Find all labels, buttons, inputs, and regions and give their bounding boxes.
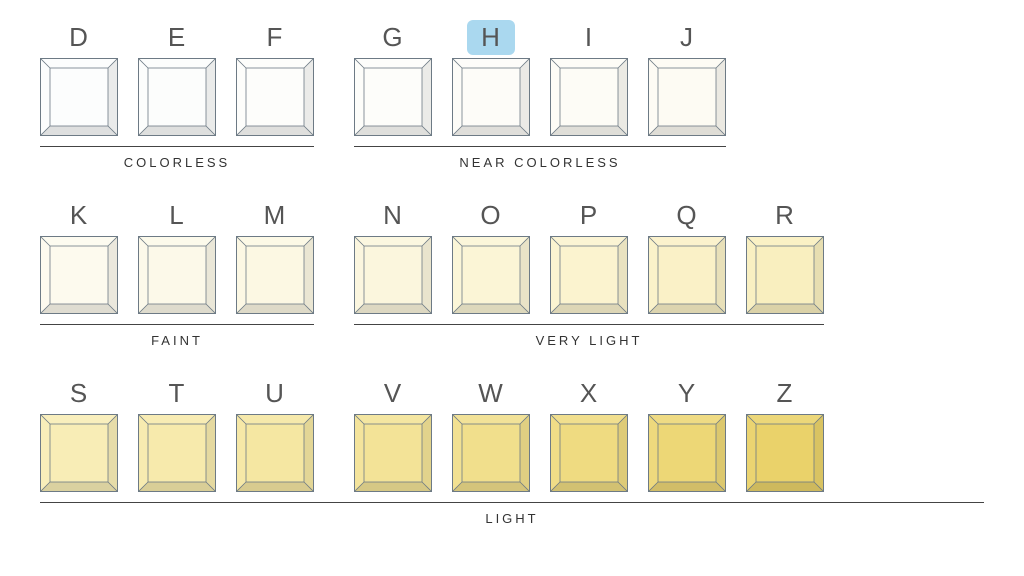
grade-row: D E F COLORLESS G H I	[40, 20, 984, 170]
grade-l: L	[138, 198, 216, 314]
color-swatch	[550, 58, 628, 136]
group-rule	[40, 324, 314, 325]
color-swatch	[746, 236, 824, 314]
group-rule	[354, 146, 726, 147]
grade-letter: J	[666, 20, 708, 55]
grade-letter: F	[253, 20, 298, 55]
grade-g: G	[354, 20, 432, 136]
grade-letter: T	[155, 376, 200, 411]
grade-d: D	[40, 20, 118, 136]
color-swatch	[746, 414, 824, 492]
grade-letter: U	[251, 376, 299, 411]
category-label: FAINT	[151, 333, 203, 348]
color-swatch	[40, 58, 118, 136]
grade-letter: Y	[664, 376, 710, 411]
grade-letter: P	[566, 198, 612, 233]
grade-letter: H	[467, 20, 515, 55]
grade-y: Y	[648, 376, 726, 492]
color-swatch	[452, 236, 530, 314]
group-rule	[40, 502, 984, 503]
grade-letter: V	[370, 376, 416, 411]
color-swatch	[550, 414, 628, 492]
category-label: LIGHT	[40, 511, 984, 526]
grade-letter: E	[154, 20, 200, 55]
grade-j: J	[648, 20, 726, 136]
grade-h: H	[452, 20, 530, 136]
grade-q: Q	[648, 198, 726, 314]
grade-letter: D	[55, 20, 103, 55]
grade-x: X	[550, 376, 628, 492]
color-swatch	[354, 236, 432, 314]
grade-letter: R	[761, 198, 809, 233]
grade-row: S T U V W X	[40, 376, 984, 526]
color-swatch	[452, 414, 530, 492]
color-swatch	[648, 236, 726, 314]
grade-letter: W	[464, 376, 518, 411]
grade-letter: G	[368, 20, 417, 55]
grade-z: Z	[746, 376, 824, 492]
grade-letter: M	[250, 198, 301, 233]
grade-p: P	[550, 198, 628, 314]
grade-k: K	[40, 198, 118, 314]
grade-letter: S	[56, 376, 102, 411]
group-rule	[40, 146, 314, 147]
grade-letter: Z	[763, 376, 808, 411]
color-swatch	[648, 414, 726, 492]
grade-e: E	[138, 20, 216, 136]
color-swatch	[452, 58, 530, 136]
grade-group: S T U	[40, 376, 314, 492]
color-swatch	[40, 414, 118, 492]
grade-group: G H I J NEAR COLORLESS	[354, 20, 726, 170]
grade-letter: N	[369, 198, 417, 233]
color-swatch	[138, 236, 216, 314]
color-swatch	[354, 58, 432, 136]
grade-letter: X	[566, 376, 612, 411]
grade-i: I	[550, 20, 628, 136]
grade-m: M	[236, 198, 314, 314]
grade-group: K L M FAINT	[40, 198, 314, 348]
grade-o: O	[452, 198, 530, 314]
group-rule	[354, 324, 824, 325]
color-swatch	[550, 236, 628, 314]
grade-f: F	[236, 20, 314, 136]
color-swatch	[236, 414, 314, 492]
grade-row: K L M FAINT N O P	[40, 198, 984, 348]
category-label: NEAR COLORLESS	[459, 155, 620, 170]
category-label: COLORLESS	[124, 155, 230, 170]
grade-group: D E F COLORLESS	[40, 20, 314, 170]
color-swatch	[354, 414, 432, 492]
color-swatch	[236, 236, 314, 314]
grade-group: N O P Q R VERY LIGHT	[354, 198, 824, 348]
grade-t: T	[138, 376, 216, 492]
grade-r: R	[746, 198, 824, 314]
grade-w: W	[452, 376, 530, 492]
grade-n: N	[354, 198, 432, 314]
color-swatch	[648, 58, 726, 136]
color-swatch	[138, 58, 216, 136]
grade-letter: K	[56, 198, 102, 233]
color-swatch	[138, 414, 216, 492]
color-swatch	[236, 58, 314, 136]
grade-s: S	[40, 376, 118, 492]
grade-letter: I	[571, 20, 607, 55]
grade-letter: Q	[662, 198, 711, 233]
color-swatch	[40, 236, 118, 314]
grade-u: U	[236, 376, 314, 492]
color-grade-chart: D E F COLORLESS G H I	[0, 0, 1024, 546]
grade-v: V	[354, 376, 432, 492]
grade-letter: O	[466, 198, 515, 233]
grade-letter: L	[155, 198, 198, 233]
category-label: VERY LIGHT	[536, 333, 643, 348]
grade-group: V W X Y Z	[354, 376, 824, 492]
